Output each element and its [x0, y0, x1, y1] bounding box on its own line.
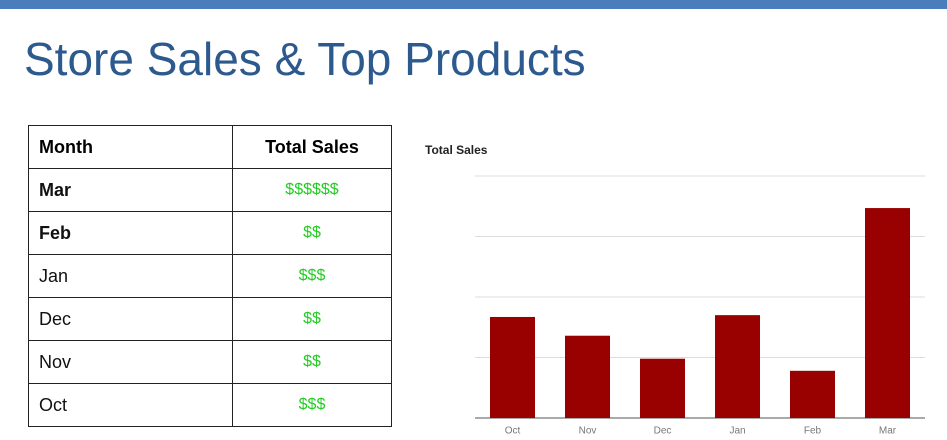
x-tick-label: Mar [879, 426, 897, 437]
sales-cell: $$$ [232, 254, 392, 298]
table-row: Dec $$ [28, 297, 392, 341]
x-tick-label: Feb [804, 426, 822, 437]
bar [790, 370, 835, 418]
table-body: Mar $$$$$$ Feb $$ Jan $$$ Dec $$ Nov $$ Oct $$$ [28, 168, 392, 427]
month-cell: Feb [28, 211, 233, 255]
table-row: Jan $$$ [28, 254, 392, 298]
sales-cell: $$ [232, 297, 392, 341]
x-tick-label: Dec [654, 426, 672, 437]
slide-title: Store Sales & Top Products [24, 33, 586, 85]
bar [640, 358, 685, 418]
sales-cell: $$$$$$ [232, 168, 392, 212]
sales-table: Month Total Sales Mar $$$$$$ Feb $$ Jan $$$ De… [28, 125, 392, 427]
table-row: Oct $$$ [28, 383, 392, 427]
table-row: Mar $$$$$$ [28, 168, 392, 212]
bar [865, 208, 910, 418]
x-tick-label: Oct [505, 426, 521, 437]
column-header: Month [28, 125, 233, 169]
bar [565, 335, 610, 418]
top-bar [0, 0, 947, 9]
bar [490, 316, 535, 418]
sales-cell: $$ [232, 211, 392, 255]
sales-cell: $$$ [232, 383, 392, 427]
chart-title: Total Sales [425, 143, 488, 157]
x-tick-label: Nov [579, 426, 597, 437]
x-tick-label: Jan [729, 426, 745, 437]
month-cell: Oct [28, 383, 233, 427]
header-row: Month Total Sales [28, 125, 392, 169]
table-row: Feb $$ [28, 211, 392, 255]
month-cell: Jan [28, 254, 233, 298]
bar [715, 315, 760, 418]
